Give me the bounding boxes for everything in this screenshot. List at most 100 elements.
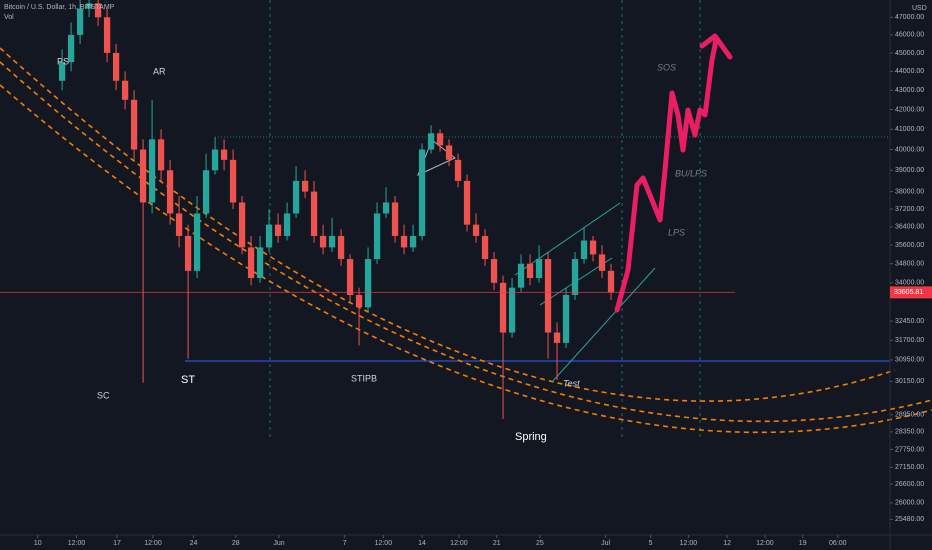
candle-body	[211, 149, 219, 171]
annotation: SC	[97, 390, 110, 400]
y-tick-label: 26600.00	[895, 481, 924, 488]
x-tick-label: 12:00	[450, 540, 468, 547]
x-tick-label: 5	[649, 540, 653, 547]
x-tick-label: 14	[418, 540, 426, 547]
candle-body	[112, 52, 120, 81]
candle-body	[67, 34, 75, 63]
candle-body	[490, 259, 498, 283]
y-tick-label: 37200.00	[895, 206, 924, 213]
candle-body	[463, 180, 471, 225]
y-tick-label: 26000.00	[895, 500, 924, 507]
candle-body	[175, 213, 183, 236]
candle-body	[418, 149, 426, 236]
x-tick-label: 17	[113, 540, 121, 547]
candle-body	[337, 235, 345, 260]
candle-body	[589, 240, 597, 255]
x-tick-label: 24	[190, 540, 198, 547]
x-tick-label: 12	[723, 540, 731, 547]
y-tick-label: 36400.00	[895, 224, 924, 231]
candle-body	[472, 224, 480, 236]
x-tick-label: 12:00	[756, 540, 774, 547]
candle-body	[607, 270, 615, 293]
annotation: SOS	[657, 62, 676, 72]
symbol-title: Bitcoin / U.S. Dollar, 1h, BITSTAMP	[4, 4, 115, 11]
candle-body	[157, 139, 165, 171]
candle-body	[256, 247, 264, 279]
candle-body	[598, 254, 606, 271]
y-tick-label: 30150.00	[895, 378, 924, 385]
candle-body	[238, 202, 246, 248]
channel-line	[551, 267, 656, 383]
candle-body	[139, 149, 147, 203]
volume-label: Vol	[4, 14, 14, 21]
y-tick-label: 28350.00	[895, 429, 924, 436]
y-tick-label: 45000.00	[895, 50, 924, 57]
candle-body	[148, 139, 156, 203]
candle-body	[391, 202, 399, 236]
candle-body	[301, 180, 309, 192]
candles	[58, 0, 615, 419]
x-tick-label: Jul	[601, 540, 610, 547]
candle-body	[571, 259, 579, 295]
last-price-box	[890, 286, 932, 299]
candle-body	[499, 282, 507, 333]
candle-body	[544, 259, 552, 333]
currency: USD	[912, 5, 927, 12]
last-price-label: 33605.81	[894, 289, 923, 296]
y-tick-label: 46000.00	[895, 32, 924, 39]
candle-body	[436, 133, 444, 146]
candle-body	[481, 235, 489, 260]
y-tick-label: 42000.00	[895, 106, 924, 113]
candle-body	[427, 133, 435, 150]
candle-body	[229, 159, 237, 203]
y-tick-label: 28950.00	[895, 412, 924, 419]
candle-body	[562, 294, 570, 343]
candle-body	[85, 3, 93, 9]
candle-body	[166, 170, 174, 214]
y-tick-label: 31700.00	[895, 337, 924, 344]
candle-body	[220, 149, 228, 160]
candle-body	[94, 3, 102, 18]
candle-body	[454, 159, 462, 181]
candle-body	[328, 235, 336, 248]
annotation: Test	[563, 378, 580, 388]
candle-body	[382, 202, 390, 214]
candle-body	[553, 332, 561, 343]
candle-body	[580, 240, 588, 260]
arrow-head	[699, 33, 733, 60]
y-tick-label: 25480.00	[895, 516, 924, 523]
candle-body	[535, 259, 543, 279]
y-tick-label: 41000.00	[895, 126, 924, 133]
curve	[0, 47, 896, 402]
candle-body	[58, 62, 66, 81]
annotation: PS	[57, 56, 69, 66]
candle-body	[346, 259, 354, 295]
y-tick-label: 30950.00	[895, 357, 924, 364]
x-tick-label: 28	[232, 540, 240, 547]
annotation: BU/LPS	[675, 168, 707, 178]
x-tick-label: 12:00	[144, 540, 162, 547]
x-tick-label: 25	[536, 540, 544, 547]
x-tick-label: 06:00	[829, 540, 847, 547]
x-tick-label: 12:00	[375, 540, 393, 547]
y-tick-label: 34000.00	[895, 280, 924, 287]
candle-body	[121, 80, 129, 100]
x-tick-label: Jun	[273, 540, 284, 547]
y-tick-label: 32450.00	[895, 318, 924, 325]
candle-body	[193, 213, 201, 271]
annotation: ST	[181, 374, 195, 386]
candle-body	[202, 170, 210, 214]
y-tick-label: 38000.00	[895, 188, 924, 195]
candle-body	[265, 224, 273, 248]
candle-body	[247, 247, 255, 279]
candle-body	[517, 263, 525, 288]
annotation: STIPB	[351, 373, 377, 383]
candle-body	[355, 294, 363, 308]
x-tick-label: 10	[34, 540, 42, 547]
channel-line	[514, 202, 621, 276]
candle-body	[292, 180, 300, 214]
y-tick-label: 40000.00	[895, 146, 924, 153]
y-tick-label: 27150.00	[895, 464, 924, 471]
candle-body	[409, 235, 417, 248]
